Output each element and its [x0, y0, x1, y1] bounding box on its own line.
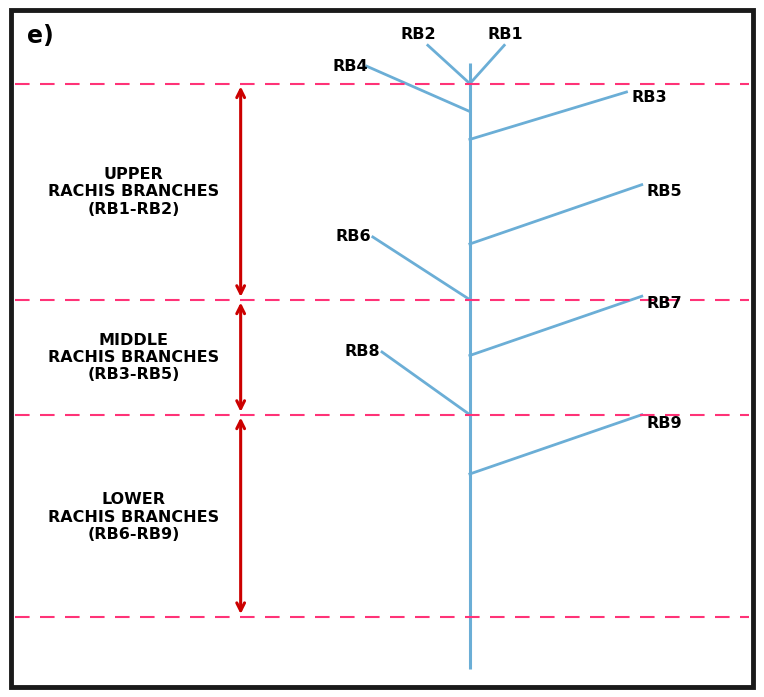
Text: RB7: RB7 — [647, 296, 682, 311]
Text: RB6: RB6 — [335, 229, 371, 245]
Text: RB9: RB9 — [647, 415, 682, 431]
Text: RB1: RB1 — [488, 27, 523, 43]
Text: RB3: RB3 — [632, 90, 667, 105]
Text: LOWER
RACHIS BRANCHES
(RB6-RB9): LOWER RACHIS BRANCHES (RB6-RB9) — [48, 492, 219, 542]
Text: RB8: RB8 — [345, 344, 380, 360]
Text: RB4: RB4 — [332, 59, 367, 74]
Text: RB5: RB5 — [647, 184, 682, 199]
Text: RB2: RB2 — [401, 27, 436, 43]
Text: MIDDLE
RACHIS BRANCHES
(RB3-RB5): MIDDLE RACHIS BRANCHES (RB3-RB5) — [48, 332, 219, 383]
Text: e): e) — [27, 24, 53, 48]
Text: UPPER
RACHIS BRANCHES
(RB1-RB2): UPPER RACHIS BRANCHES (RB1-RB2) — [48, 167, 219, 217]
